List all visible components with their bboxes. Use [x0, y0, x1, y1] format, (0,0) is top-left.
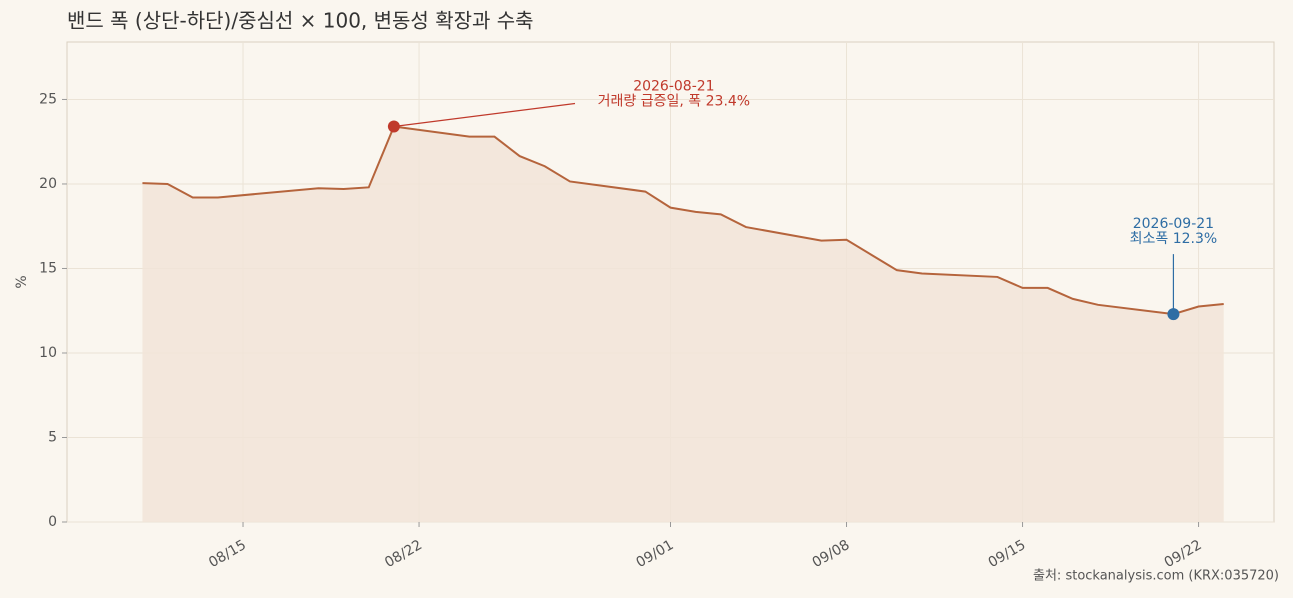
annotation-text: 최소폭 12.3%: [1130, 231, 1218, 247]
source: 출처: stockanalysis.com (KRX:035720): [1033, 569, 1279, 584]
annotation-text: 2026-08-21: [633, 79, 714, 95]
x-tick-label: 08/15: [206, 537, 249, 571]
area: [142, 126, 1224, 522]
chart-title: 밴드 폭 (상단-하단)/중심선 × 100, 변동성 확장과 수축: [67, 9, 534, 33]
annotation-line: [393, 102, 576, 128]
x-tick-label: 09/22: [1162, 537, 1205, 571]
x-tick-label: 09/08: [810, 537, 853, 571]
y-tick-label: 10: [39, 345, 57, 361]
y-tick-label: 0: [48, 514, 57, 530]
x-tick-label: 08/22: [382, 537, 425, 571]
x-tick-label: 09/15: [986, 537, 1029, 571]
annotation-text: 2026-09-21: [1133, 216, 1214, 232]
highlight-point: [387, 120, 400, 133]
x-tick-label: 09/01: [634, 537, 677, 571]
highlight-point: [1167, 308, 1180, 321]
y-tick-label: 5: [48, 429, 57, 445]
y-tick-label: 25: [39, 91, 57, 107]
y-tick-label: 15: [39, 260, 57, 276]
annotation-text: 거래량 급증일, 폭 23.4%: [598, 94, 750, 110]
line: [142, 125, 1224, 316]
y-axis-label: %: [14, 275, 30, 288]
y-tick-label: 20: [39, 176, 57, 192]
